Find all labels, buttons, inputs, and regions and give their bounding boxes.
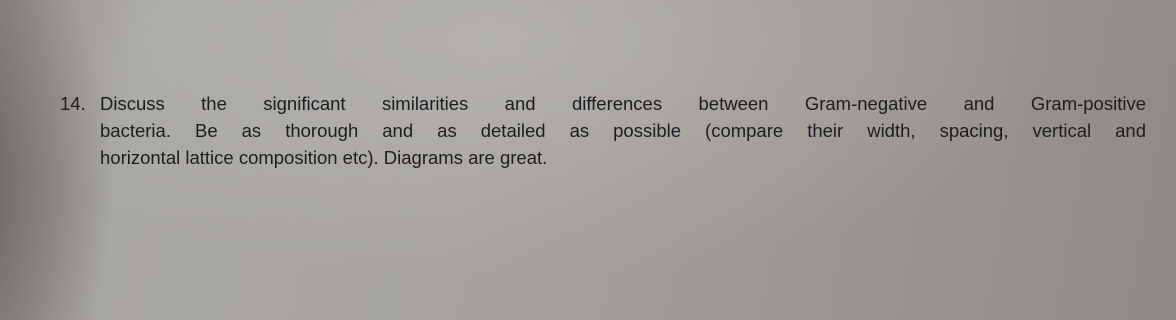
question-line: Discuss the significant similarities and… (100, 93, 1146, 114)
question-number: 14. (60, 93, 86, 114)
question-line: horizontal lattice composition etc). Dia… (100, 147, 548, 168)
question-text: Discuss the significant similarities and… (100, 90, 1146, 171)
question-line: bacteria. Be as thorough and as detailed… (100, 120, 1146, 141)
